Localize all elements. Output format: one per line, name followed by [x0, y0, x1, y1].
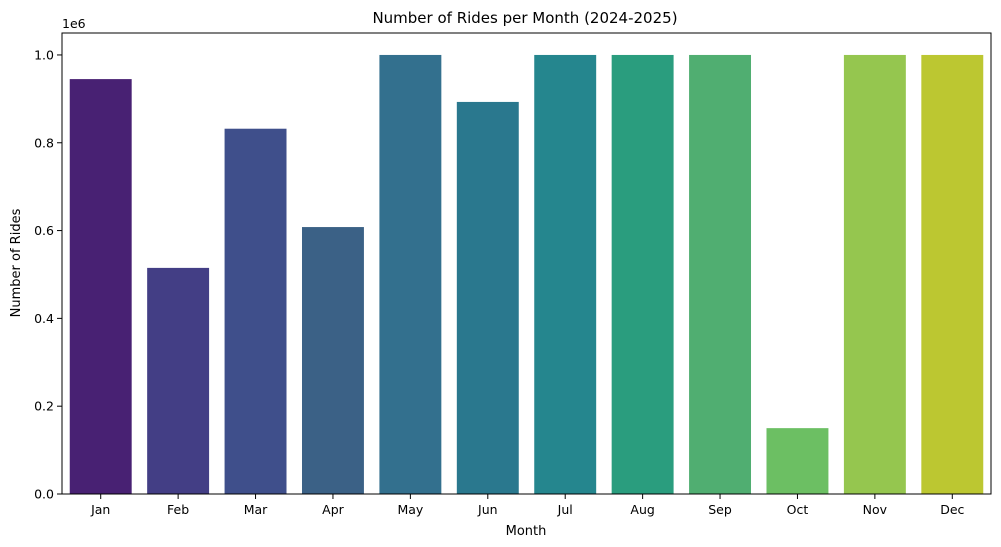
- bar-oct: [766, 428, 829, 494]
- x-tick-label: Sep: [708, 502, 732, 517]
- y-offset-label: 1e6: [62, 16, 86, 31]
- y-axis-label: Number of Rides: [9, 208, 24, 317]
- bar-mar: [224, 128, 287, 494]
- y-tick-label: 0.0: [34, 487, 54, 502]
- x-tick-label: Nov: [863, 502, 888, 517]
- bar-may: [379, 54, 442, 494]
- bar-apr: [301, 227, 364, 494]
- x-tick-label: Aug: [630, 502, 654, 517]
- bar-nov: [843, 54, 906, 494]
- x-tick-label: Apr: [322, 502, 344, 517]
- x-tick-label: Feb: [167, 502, 189, 517]
- bars-group: [69, 54, 984, 494]
- bar-jul: [534, 54, 597, 494]
- y-tick-label: 0.8: [34, 135, 54, 150]
- x-ticks-group: Jan Feb Mar Apr May Jun Jul Aug Sep Oct Nov Dec: [90, 494, 965, 517]
- bar-feb: [147, 267, 210, 494]
- x-tick-label: May: [397, 502, 423, 517]
- chart-title: Number of Rides per Month (2024-2025): [372, 9, 677, 27]
- x-tick-label: Mar: [244, 502, 268, 517]
- x-tick-label: Dec: [940, 502, 964, 517]
- x-axis-label: Month: [506, 524, 547, 539]
- bar-dec: [921, 54, 984, 494]
- bar-aug: [611, 54, 674, 494]
- bar-jun: [456, 101, 519, 494]
- y-tick-label: 0.4: [34, 311, 54, 326]
- bar-jan: [69, 79, 132, 494]
- y-tick-label: 0.2: [34, 399, 54, 414]
- y-ticks-group: 0.0 0.2 0.4 0.6 0.8 1.0: [34, 47, 62, 502]
- x-tick-label: Jul: [557, 502, 573, 517]
- bar-sep: [689, 54, 752, 494]
- x-tick-label: Oct: [787, 502, 809, 517]
- y-tick-label: 0.6: [34, 223, 54, 238]
- x-tick-label: Jun: [477, 502, 498, 517]
- x-tick-label: Jan: [90, 502, 110, 517]
- y-tick-label: 1.0: [34, 47, 54, 62]
- plot-frame: [61, 32, 992, 495]
